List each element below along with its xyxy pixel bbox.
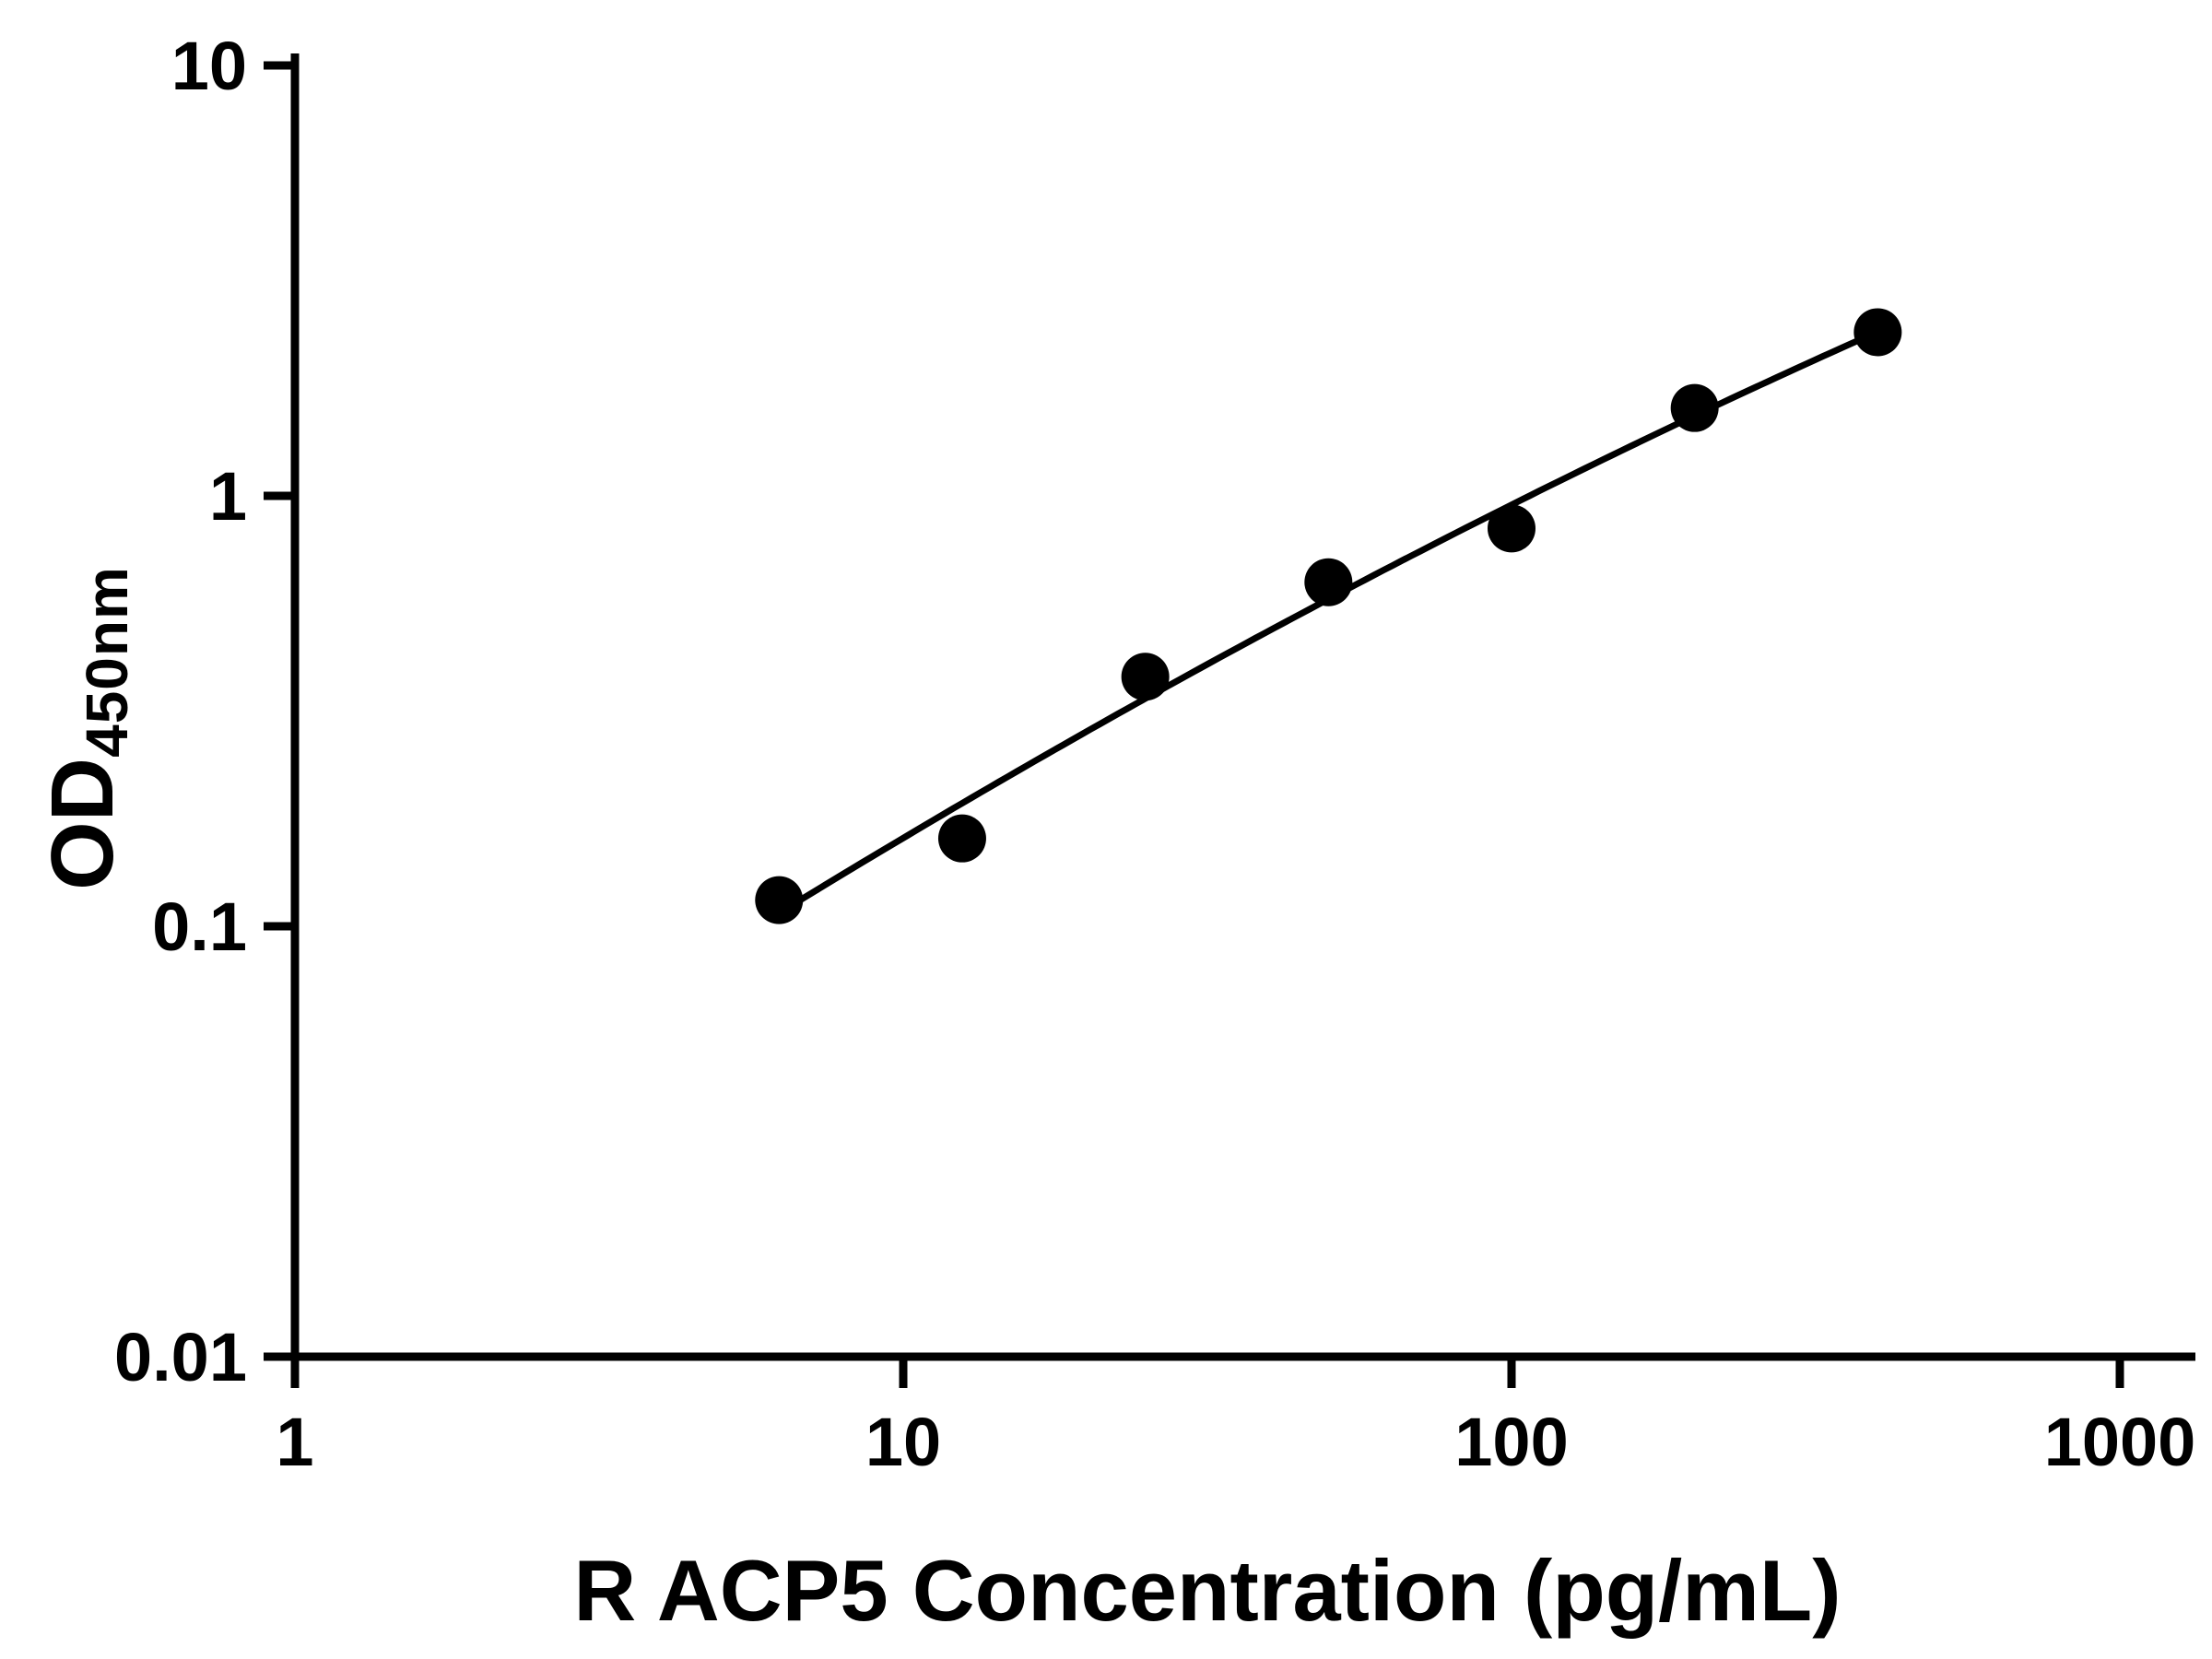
data-point xyxy=(937,814,986,863)
x-tick-label: 1 xyxy=(276,1404,313,1480)
data-point xyxy=(1121,653,1170,701)
y-axis-title: OD450nm xyxy=(32,566,140,890)
y-tick-label: 10 xyxy=(171,28,247,104)
x-axis-title: R ACP5 Concentration (pg/mL) xyxy=(573,1542,1841,1639)
y-axis-title-main: OD xyxy=(33,757,132,890)
y-tick-label: 0.01 xyxy=(114,1319,247,1395)
y-tick-label: 0.1 xyxy=(152,888,247,965)
x-tick-label: 100 xyxy=(1454,1404,1568,1480)
x-tick-label: 1000 xyxy=(2044,1404,2196,1480)
data-point xyxy=(1670,383,1719,432)
x-tick-label: 10 xyxy=(865,1404,941,1480)
data-point xyxy=(755,876,804,924)
y-tick-label: 1 xyxy=(209,458,247,535)
data-point xyxy=(1853,308,1902,357)
data-point xyxy=(1488,504,1535,553)
y-axis-title-subscript: 450nm xyxy=(74,566,140,758)
data-point xyxy=(1304,558,1353,606)
